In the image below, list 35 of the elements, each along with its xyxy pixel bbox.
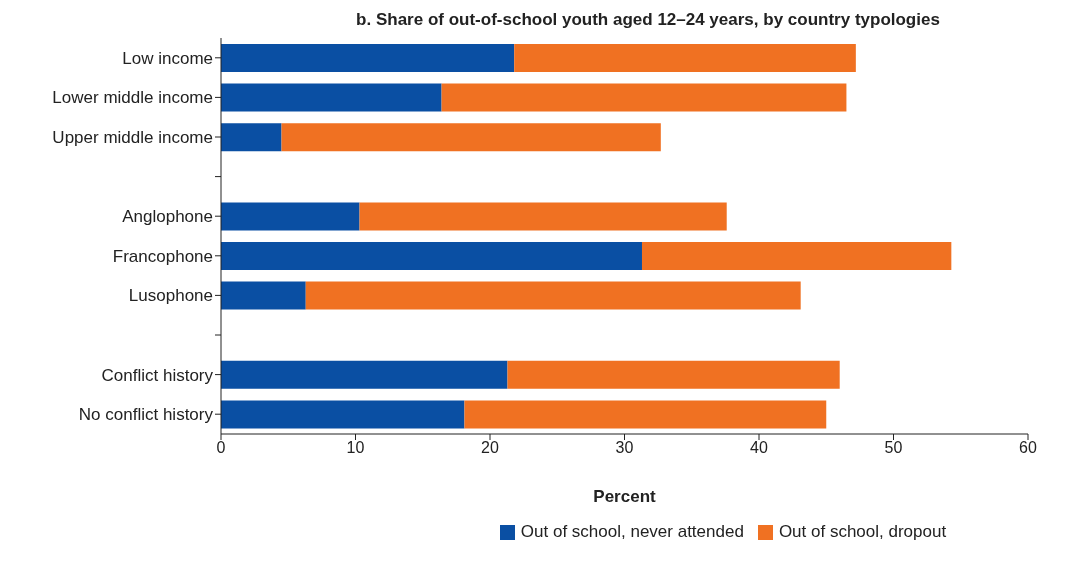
bar xyxy=(221,123,282,152)
bar xyxy=(441,83,847,112)
bar xyxy=(359,202,727,231)
y-tick-label: No conflict history xyxy=(78,405,214,425)
x-tick-label: 30 xyxy=(615,439,634,457)
bar xyxy=(221,44,515,72)
bar xyxy=(281,123,661,152)
bar xyxy=(221,360,508,389)
y-tick-label: Upper middle income xyxy=(52,128,213,148)
bar xyxy=(221,242,642,270)
bar xyxy=(221,202,360,231)
x-tick-label: 0 xyxy=(216,439,226,457)
y-tick-label: Conflict history xyxy=(101,365,214,385)
bar xyxy=(641,242,952,270)
x-axis-title: Percent xyxy=(593,487,657,507)
bar xyxy=(464,400,827,429)
x-tick-label: 20 xyxy=(481,439,499,457)
y-tick-label: Francophone xyxy=(112,246,213,266)
bar xyxy=(305,281,801,310)
bar xyxy=(221,281,306,310)
chart-title: b. Share of out-of-school youth aged 12–24 years, by country typologies xyxy=(355,10,941,30)
bar xyxy=(221,400,465,429)
bar xyxy=(514,44,856,72)
legend-label: Out of school, dropout xyxy=(778,522,947,542)
x-tick-label: 50 xyxy=(884,439,903,457)
x-tick-label: 10 xyxy=(346,439,365,457)
y-tick-label: Lower middle income xyxy=(52,88,213,108)
bar xyxy=(507,360,840,389)
y-tick-label: Low income xyxy=(122,48,213,68)
y-tick-label: Anglophone xyxy=(122,207,213,227)
bar xyxy=(221,83,442,112)
x-tick-label: 40 xyxy=(750,439,768,457)
legend-label: Out of school, never attended xyxy=(520,522,744,542)
x-tick-label: 60 xyxy=(1019,439,1037,457)
y-tick-label: Lusophone xyxy=(128,286,213,306)
